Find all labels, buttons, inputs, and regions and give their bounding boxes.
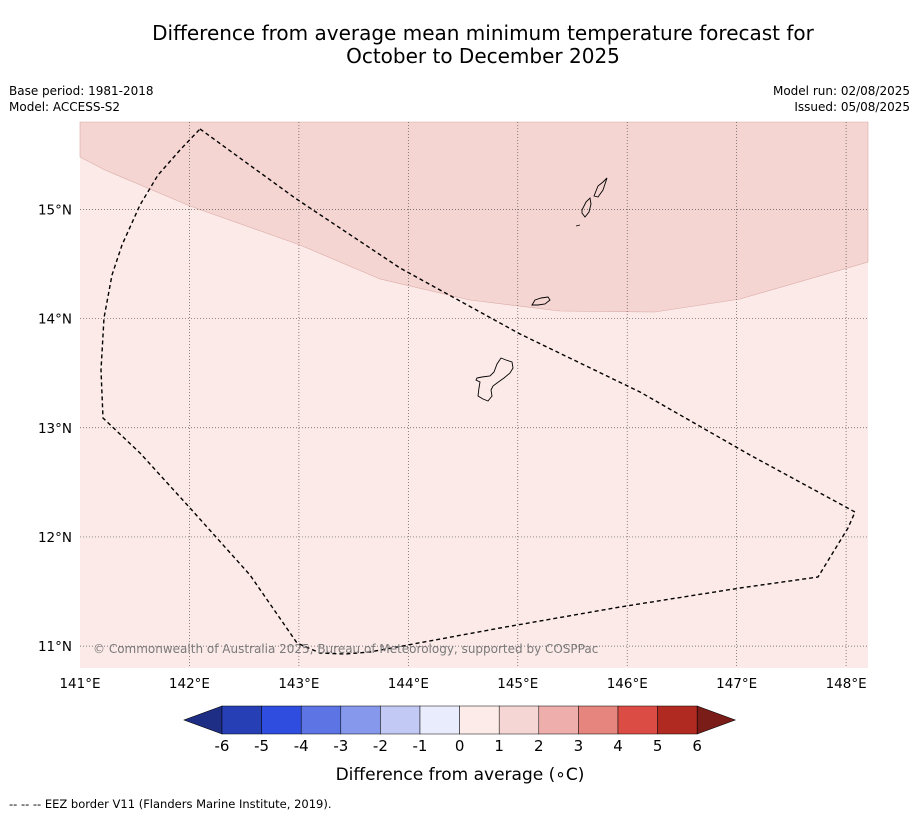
colorbar-bin bbox=[498, 705, 540, 735]
colorbar-tick-label: -3 bbox=[333, 737, 348, 755]
islands bbox=[475, 177, 608, 402]
meta-right: Model run: 02/08/2025 Issued: 05/08/2025 bbox=[773, 83, 910, 115]
colorbar-extend-high bbox=[696, 705, 737, 735]
colorbar-title: Difference from average (∘C) bbox=[336, 765, 585, 785]
colorbar-extend-low bbox=[183, 705, 223, 735]
latitude-label: 13°N bbox=[38, 421, 72, 437]
aguijan-island bbox=[575, 224, 581, 227]
longitude-label: 145°E bbox=[497, 676, 538, 692]
copyright-text: © Commonwealth of Australia 2025, Bureau… bbox=[93, 642, 598, 656]
saipan-island bbox=[593, 177, 608, 198]
colorbar-tick-label: 1 bbox=[494, 737, 504, 755]
longitude-label: 142°E bbox=[169, 676, 210, 692]
colorbar-bin bbox=[578, 705, 619, 735]
map-title: Difference from average mean minimum tem… bbox=[0, 22, 919, 68]
base-period-text: Base period: 1981-2018 bbox=[9, 84, 154, 98]
longitude-label: 148°E bbox=[826, 676, 867, 692]
issued-text: Issued: 05/08/2025 bbox=[794, 100, 910, 114]
colorbar-tick-label: 5 bbox=[653, 737, 663, 755]
latitude-label: 14°N bbox=[38, 312, 72, 328]
longitude-labels: 141°E 142°E 143°E 144°E 145°E 146°E 147°E 148°E bbox=[59, 676, 866, 692]
latitude-label: 12°N bbox=[38, 530, 72, 546]
colorbar-tick-label: 2 bbox=[534, 737, 544, 755]
colorbar-bin bbox=[221, 705, 262, 735]
longitude-label: 144°E bbox=[388, 676, 429, 692]
model-text: Model: ACCESS-S2 bbox=[9, 100, 121, 114]
colorbar-bin bbox=[538, 705, 579, 735]
eez-footnote: -- -- -- EEZ border V11 (Flanders Marine… bbox=[9, 797, 332, 811]
colorbar-title-text: Difference from average ( bbox=[336, 765, 556, 785]
latitude-label: 15°N bbox=[38, 202, 72, 218]
model-run-text: Model run: 02/08/2025 bbox=[772, 84, 910, 98]
colorbar-title-unit: ∘C) bbox=[555, 765, 584, 785]
longitude-label: 146°E bbox=[607, 676, 648, 692]
colorbar-tick-label: -2 bbox=[373, 737, 388, 755]
colorbar-tick-label: 0 bbox=[455, 737, 465, 755]
longitude-label: 143°E bbox=[278, 676, 319, 692]
colorbar-bin bbox=[300, 705, 342, 735]
colorbar-bin bbox=[380, 705, 421, 735]
colorbar-bin bbox=[617, 705, 658, 735]
colorbar-ticks: -6 -5 -4 -3 -2 -1 0 1 2 3 4 5 6 bbox=[215, 737, 702, 755]
title-line-1: Difference from average mean minimum tem… bbox=[152, 21, 814, 45]
meta-left: Base period: 1981-2018 Model: ACCESS-S2 bbox=[9, 83, 154, 115]
tinian-island bbox=[581, 197, 592, 218]
colorbar-tick-label: 4 bbox=[613, 737, 623, 755]
latitude-label: 11°N bbox=[38, 639, 72, 655]
colorbar-tick-label: -6 bbox=[215, 737, 230, 755]
colorbar-bin bbox=[340, 705, 381, 735]
longitude-label: 141°E bbox=[59, 676, 100, 692]
colorbar-bin bbox=[657, 705, 698, 735]
colorbar-bin bbox=[459, 705, 500, 735]
colorbar-tick-label: -5 bbox=[254, 737, 269, 755]
gridlines bbox=[80, 122, 868, 668]
colorbar-bin bbox=[261, 705, 302, 735]
colorbar-tick-label: -4 bbox=[294, 737, 309, 755]
longitude-label: 147°E bbox=[716, 676, 757, 692]
title-line-2: October to December 2025 bbox=[346, 44, 620, 68]
colorbar-bin bbox=[419, 705, 460, 735]
eez-border bbox=[100, 128, 856, 655]
map-panel: © Commonwealth of Australia 2025, Bureau… bbox=[79, 121, 869, 668]
guam-island bbox=[475, 357, 514, 402]
rota-island bbox=[531, 296, 551, 306]
colorbar-tick-label: 6 bbox=[692, 737, 702, 755]
colorbar bbox=[183, 705, 737, 735]
latitude-labels: 15°N 14°N 13°N 12°N 11°N bbox=[38, 202, 72, 655]
anomaly-region-1-to-2 bbox=[79, 121, 869, 313]
colorbar-tick-label: -1 bbox=[413, 737, 428, 755]
colorbar-tick-label: 3 bbox=[574, 737, 584, 755]
